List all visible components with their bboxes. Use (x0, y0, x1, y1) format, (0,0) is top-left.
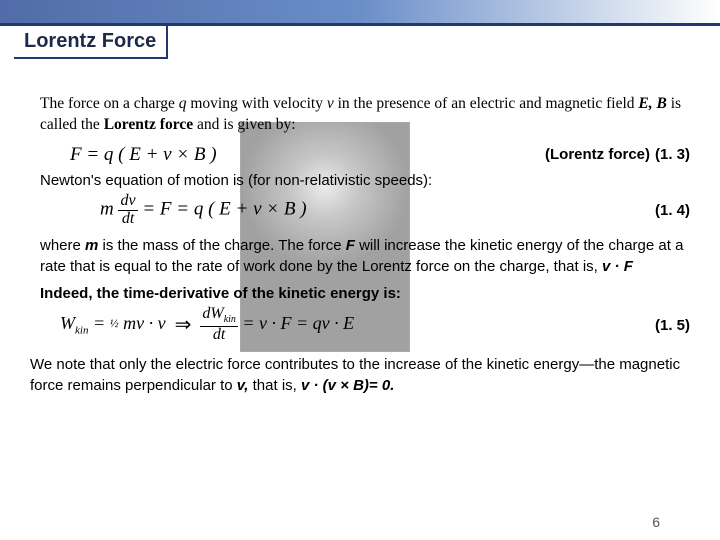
var-m: m (85, 237, 98, 254)
var-eb: E, B (638, 95, 666, 112)
note-paragraph: We note that only the electric force con… (30, 354, 690, 396)
eq3-frac-num: dWkin (200, 306, 238, 327)
var-f: F (346, 237, 355, 254)
newton-intro: Newton's equation of motion is (for non-… (40, 172, 690, 189)
where-t2: is the mass of the charge. The force (98, 237, 345, 254)
eq3-half: ½ (110, 316, 119, 330)
note-v: v, (237, 377, 249, 394)
intro-paragraph: The force on a charge q moving with velo… (40, 94, 690, 136)
equation-3-number: (1. 5) (655, 317, 690, 334)
equation-2-row: m dv dt = F = q ( E + v × B ) (1. 4) (40, 193, 690, 228)
equation-1-row: F = q ( E + v × B ) (Lorentz force) (1. … (40, 144, 690, 166)
eq2-fraction: dv dt (118, 193, 137, 228)
note-expr: v · (v × B)= 0. (301, 377, 394, 394)
eq3-w: W (60, 313, 75, 333)
page-number: 6 (652, 514, 660, 530)
equation-3-formula: Wkin = ½ mv · v ⇒ dWkin dt = v · F = qv … (40, 306, 354, 343)
header-band (0, 0, 720, 26)
eq3-arrow: ⇒ (175, 314, 192, 336)
lorentz-underline: Lorentz force (104, 116, 193, 133)
intro-text-3: in the presence of an electric and magne… (334, 95, 639, 112)
derivative-emphasis: Indeed, the time-derivative of the kinet… (40, 285, 690, 302)
eq2-frac-den: dt (118, 211, 137, 228)
var-vf: v · F (602, 258, 633, 275)
eq3-frac-den: dt (200, 327, 238, 344)
eq2-rhs: = F = q ( E + v × B ) (142, 199, 306, 220)
slide-title: Lorentz Force (14, 26, 168, 59)
where-paragraph: where m is the mass of the charge. The f… (40, 235, 690, 277)
where-t1: where (40, 237, 85, 254)
eq2-frac-num: dv (118, 193, 137, 211)
eq2-prefix: m (100, 199, 114, 220)
intro-text-1: The force on a charge (40, 95, 179, 112)
eq3-rhs: = v · F = qv · E (242, 313, 354, 333)
equation-1-number: (1. 3) (655, 146, 690, 163)
intro-text-2: moving with velocity (186, 95, 326, 112)
equation-1-label: (Lorentz force) (545, 146, 650, 163)
intro-text-5: and is given by: (193, 116, 295, 133)
equation-2-number: (1. 4) (655, 202, 690, 219)
slide-content: The force on a charge q moving with velo… (40, 94, 690, 396)
equation-1-formula: F = q ( E + v × B ) (40, 144, 217, 166)
eq3-fraction: dWkin dt (200, 306, 238, 343)
var-v: v (327, 95, 334, 112)
equation-3-row: Wkin = ½ mv · v ⇒ dWkin dt = v · F = qv … (40, 306, 690, 343)
equation-2-formula: m dv dt = F = q ( E + v × B ) (40, 193, 307, 228)
note-t2: that is, (248, 377, 301, 394)
eq3-mvv: mv · v (119, 313, 166, 333)
eq3-kin: kin (75, 325, 88, 337)
